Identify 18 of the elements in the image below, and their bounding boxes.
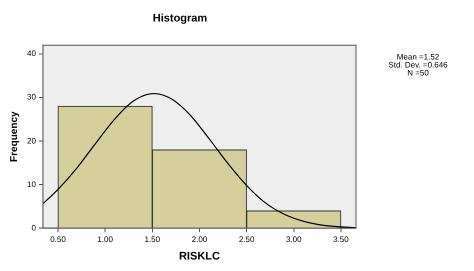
x-axis-title: RISKLC bbox=[178, 250, 220, 262]
y-tick-label: 30 bbox=[26, 92, 36, 102]
x-tick-label: 1.00 bbox=[97, 235, 114, 244]
chart-title: Histogram bbox=[152, 12, 208, 25]
x-tick-label: 2.00 bbox=[192, 235, 208, 244]
text: Std. Dev. =0.646 bbox=[388, 60, 448, 70]
y-tick-label: 10 bbox=[26, 180, 36, 189]
y-tick-label: 20 bbox=[26, 136, 36, 146]
x-tick-label: 3.00 bbox=[286, 235, 302, 244]
x-tick-label: 3.50 bbox=[333, 235, 350, 244]
y-tick-label: 40 bbox=[26, 49, 36, 58]
text: N =50 bbox=[407, 68, 430, 78]
y-axis-title: Frequency bbox=[8, 110, 20, 162]
x-tick-label: 2.50 bbox=[238, 235, 255, 244]
y-tick-label: 0 bbox=[31, 223, 36, 232]
x-tick-label: 0.50 bbox=[50, 235, 66, 244]
x-tick-label: 1.50 bbox=[144, 235, 161, 244]
text: Mean =1.52 bbox=[396, 52, 440, 62]
